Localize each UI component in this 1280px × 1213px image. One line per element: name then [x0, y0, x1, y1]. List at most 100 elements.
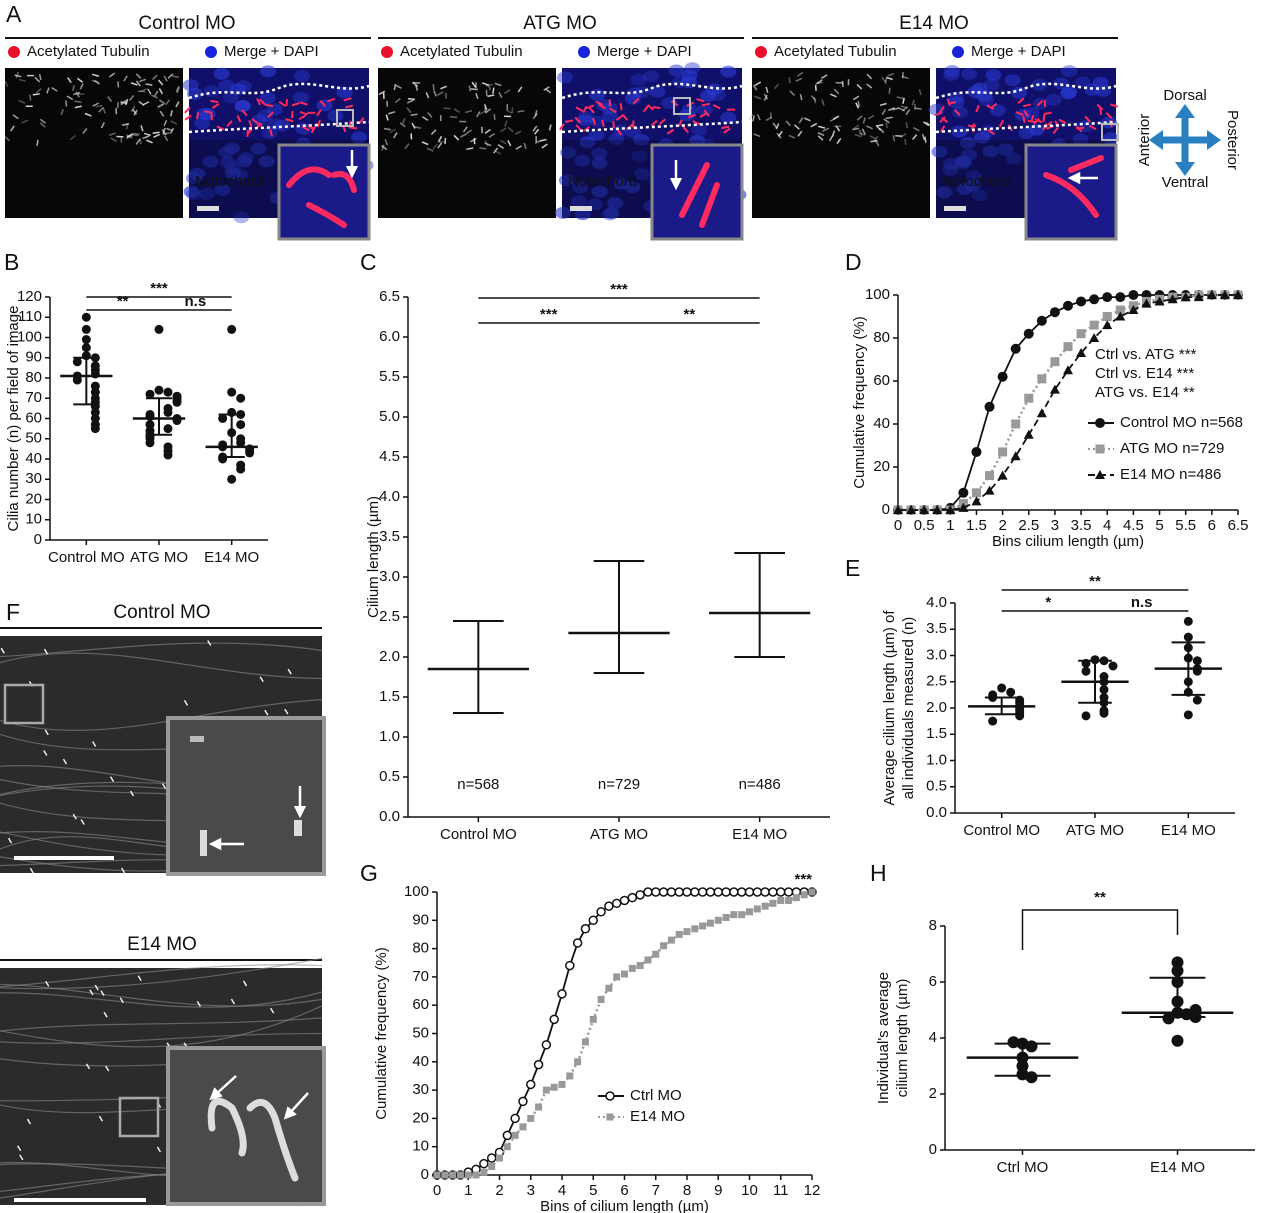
- legend-marker: [1095, 444, 1105, 454]
- cilium: [466, 147, 474, 151]
- cilium: [79, 83, 84, 90]
- cilium: [437, 91, 444, 96]
- cilium: [190, 736, 204, 742]
- nucleus: [225, 167, 242, 180]
- cilium: [650, 119, 658, 127]
- cilium: [483, 104, 488, 111]
- dot: [81, 335, 91, 345]
- compass: Dorsal Ventral Anterior Posterior: [1136, 87, 1241, 191]
- cilium: [517, 86, 523, 93]
- cilium: [0, 647, 5, 654]
- nucleus: [720, 111, 737, 124]
- cilium: [152, 131, 160, 135]
- cilium: [867, 114, 875, 120]
- inset: [166, 1046, 326, 1206]
- cilium: [443, 107, 451, 110]
- nucleus: [948, 96, 965, 109]
- cilium: [145, 83, 153, 86]
- cilium: [505, 109, 513, 114]
- cilium: [642, 105, 649, 113]
- nucleus: [602, 208, 619, 221]
- cilium: [586, 104, 595, 110]
- x-tick-label: Control MO: [963, 822, 1040, 839]
- inset-bg: [1024, 143, 1118, 241]
- dot: [1025, 1071, 1038, 1084]
- cilium: [753, 133, 761, 138]
- series-line: [437, 891, 812, 1176]
- cilium: [140, 125, 144, 132]
- micrograph: [4, 68, 183, 218]
- marker: [1036, 408, 1047, 418]
- cilium: [183, 699, 189, 706]
- scale-bar: [14, 1198, 146, 1202]
- cilium: [44, 729, 49, 736]
- cilium: [858, 129, 863, 136]
- nucleus: [560, 146, 577, 159]
- cilium: [1022, 115, 1026, 123]
- marker: [738, 911, 746, 919]
- cilium: [226, 120, 233, 128]
- significance-label: n.s: [1131, 594, 1153, 611]
- legend-label: Acetylated Tubulin: [774, 43, 897, 60]
- marker: [697, 887, 708, 897]
- cilium: [246, 1098, 299, 1182]
- y-tick-label: 0.0: [379, 808, 400, 825]
- marker: [746, 908, 753, 916]
- nucleus: [989, 104, 1006, 117]
- cilium: [36, 139, 39, 146]
- cilium: [259, 98, 266, 106]
- cilium: [109, 776, 115, 782]
- cilium: [437, 142, 443, 149]
- significance-label: *: [1045, 594, 1051, 611]
- x-tick-label: 6: [1208, 517, 1216, 534]
- cilium: [207, 1097, 247, 1157]
- marker: [635, 890, 645, 900]
- cilium: [100, 990, 105, 997]
- dot: [1183, 616, 1193, 626]
- cilium: [861, 128, 866, 135]
- nucleus: [294, 69, 311, 82]
- nucleus: [691, 123, 708, 136]
- dot: [227, 324, 237, 334]
- marker: [760, 887, 770, 897]
- cilium: [497, 144, 504, 149]
- cilium: [267, 111, 274, 119]
- cilium: [98, 1115, 104, 1122]
- dot: [1171, 1034, 1184, 1047]
- cilium: [399, 122, 406, 128]
- n-label: n=568: [457, 776, 499, 793]
- nucleus: [1011, 86, 1028, 99]
- cilium: [925, 121, 932, 127]
- dot: [90, 424, 100, 434]
- marker: [777, 896, 785, 904]
- cilium: [1043, 155, 1104, 218]
- cilium: [381, 145, 388, 151]
- cilium: [481, 82, 489, 86]
- y-tick-label: 120: [17, 288, 42, 305]
- cilium: [879, 102, 887, 107]
- marker: [1023, 429, 1034, 439]
- dot: [997, 683, 1007, 693]
- cilium: [1058, 118, 1067, 125]
- cilium: [384, 139, 389, 146]
- scale-bar: [197, 206, 219, 211]
- cilium: [269, 1007, 275, 1014]
- cilium: [763, 94, 768, 101]
- marker: [652, 950, 660, 958]
- boundary: [935, 120, 1117, 134]
- cilium: [108, 72, 116, 78]
- cilium: [468, 85, 472, 92]
- legend-label: Acetylated Tubulin: [27, 43, 150, 60]
- cilium: [437, 135, 443, 143]
- cilium: [887, 72, 895, 77]
- y-tick-label: 10: [25, 511, 42, 528]
- x-tick-label: E14 MO: [204, 549, 259, 566]
- cilium: [4, 80, 9, 88]
- x-tick-label: Control MO: [48, 549, 125, 566]
- marker: [472, 1171, 480, 1179]
- cilium: [765, 116, 773, 122]
- marker: [800, 891, 808, 899]
- dot: [1099, 685, 1109, 695]
- arrow: [283, 1092, 309, 1120]
- cilium: [829, 93, 837, 98]
